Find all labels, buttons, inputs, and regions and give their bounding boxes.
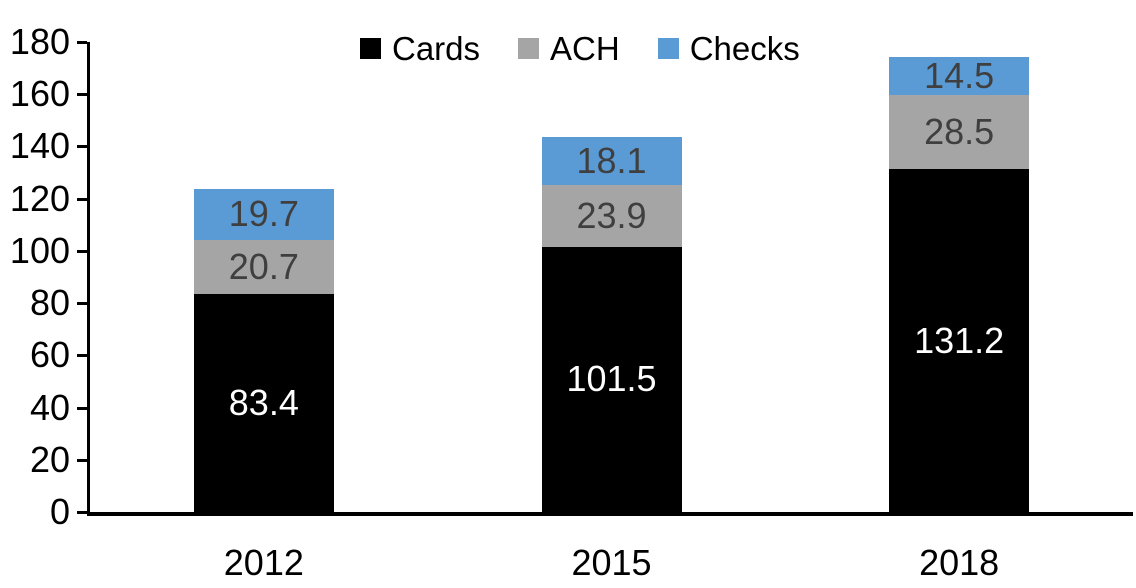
y-tick-mark — [77, 354, 87, 358]
x-category-label-2018: 2018 — [919, 542, 1000, 583]
y-tick-mark — [77, 41, 87, 44]
bar-segment-checks-2012: 19.7 — [193, 188, 334, 241]
legend-item-ach: ACH — [518, 32, 620, 65]
y-tick-label: 0 — [49, 491, 70, 532]
x-axis-line — [87, 512, 1133, 516]
y-tick-mark — [77, 458, 87, 462]
legend: Cards ACH Checks — [360, 32, 800, 65]
y-tick-mark — [77, 511, 87, 514]
bar-segment-cards-2012: 83.4 — [193, 294, 334, 512]
x-category-label-2012: 2012 — [223, 542, 304, 583]
y-tick-mark — [77, 302, 87, 306]
legend-item-checks: Checks — [657, 30, 800, 67]
y-tick-label: 40 — [29, 386, 70, 428]
bar-value-label: 18.1 — [576, 139, 647, 181]
x-category-label-2015: 2015 — [571, 542, 652, 583]
y-tick-mark — [77, 197, 87, 201]
y-tick-label: 140 — [9, 125, 70, 167]
bar-segment-checks-2015: 18.1 — [541, 137, 682, 185]
y-tick-label: 180 — [9, 21, 70, 62]
bar-segment-ach-2018: 28.5 — [889, 95, 1030, 170]
bar-segment-cards-2015: 101.5 — [541, 246, 682, 512]
bar-value-label: 83.4 — [228, 382, 299, 424]
y-tick-label: 20 — [29, 438, 70, 480]
bar-value-label: 23.9 — [576, 194, 647, 236]
bar-value-label: 28.5 — [924, 111, 995, 153]
bar-segment-ach-2012: 20.7 — [193, 240, 334, 295]
bar-value-label: 14.5 — [924, 55, 995, 97]
y-tick-mark — [77, 93, 87, 97]
bar-value-label: 101.5 — [566, 358, 657, 400]
legend-label-ach: ACH — [550, 30, 620, 67]
legend-label-checks: Checks — [689, 30, 800, 67]
y-tick-mark — [77, 249, 87, 253]
bar-segment-ach-2015: 23.9 — [541, 184, 682, 247]
bar-segment-cards-2018: 131.2 — [889, 169, 1030, 512]
bar-value-label: 19.7 — [228, 193, 299, 235]
bar-value-label: 131.2 — [914, 319, 1005, 361]
y-tick-label: 120 — [9, 177, 70, 219]
bar-segment-checks-2018: 14.5 — [889, 55, 1030, 97]
y-tick-label: 160 — [9, 73, 70, 115]
bar-value-label: 20.7 — [228, 246, 299, 288]
y-tick-label: 60 — [29, 334, 70, 376]
legend-swatch-ach-icon — [518, 38, 540, 59]
y-axis-line — [87, 42, 90, 512]
legend-item-cards: Cards — [360, 32, 480, 65]
legend-swatch-checks-icon — [657, 38, 679, 59]
legend-swatch-cards-icon — [360, 38, 381, 59]
legend-label-cards: Cards — [392, 30, 481, 67]
y-tick-label: 80 — [29, 282, 70, 324]
y-tick-label: 100 — [9, 229, 70, 271]
y-tick-mark — [77, 406, 87, 410]
y-tick-mark — [77, 145, 87, 149]
